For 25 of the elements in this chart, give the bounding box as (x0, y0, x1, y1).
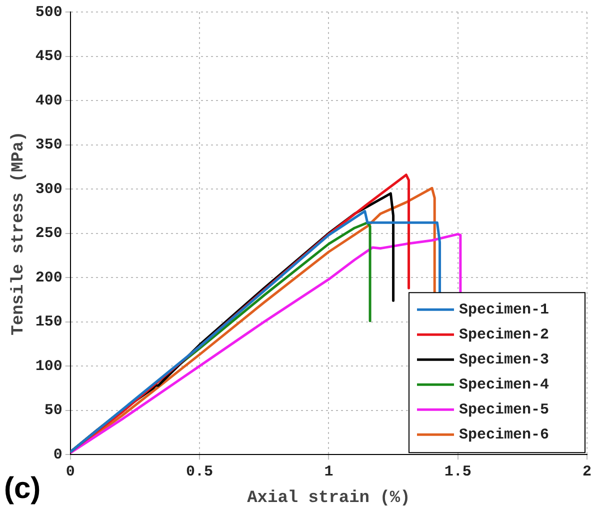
x-axis-title: Axial strain (%) (247, 489, 410, 508)
y-tick-label: 350 (35, 136, 62, 154)
y-axis-title: Tensile stress (MPa) (9, 131, 28, 336)
y-tick-label: 250 (35, 225, 62, 242)
y-tick-label: 500 (35, 4, 62, 21)
y-tick-label: 200 (35, 269, 62, 286)
y-tick-label: 450 (35, 48, 62, 66)
y-tick-label: 150 (35, 314, 62, 331)
y-tick-label: 300 (35, 180, 62, 198)
legend-label: Specimen-6 (459, 426, 550, 444)
x-tick-label: 0.5 (186, 463, 214, 480)
y-tick-label: 100 (35, 358, 62, 375)
y-tick-label: 400 (35, 92, 62, 110)
text: (c) (4, 472, 41, 506)
legend-label: Specimen-4 (459, 376, 550, 394)
legend-label: Specimen-5 (459, 401, 550, 418)
x-tick-label: 1.5 (444, 463, 472, 480)
y-tick-label: 50 (44, 402, 62, 420)
y-tick-label: 0 (53, 446, 62, 464)
x-tick-label: 2 (582, 463, 592, 480)
x-tick-label: 0 (66, 463, 75, 480)
legend-label: Specimen-2 (459, 326, 550, 344)
x-tick-label: 1 (324, 463, 334, 480)
legend-label: Specimen-3 (459, 351, 550, 368)
legend-label: Specimen-1 (459, 301, 550, 318)
